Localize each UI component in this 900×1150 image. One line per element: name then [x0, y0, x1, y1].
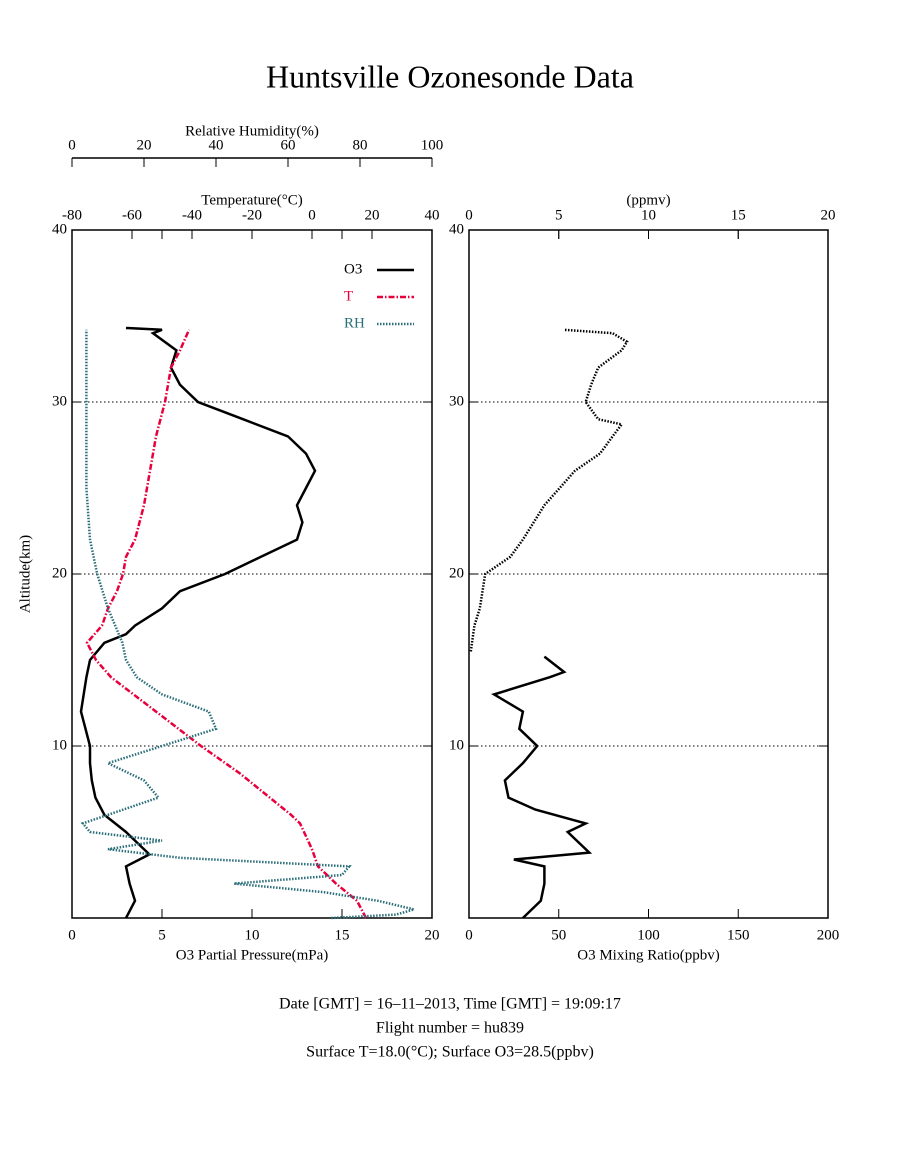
x-tick-label: 20 — [137, 137, 152, 153]
y-tick-label: 10 — [52, 737, 67, 753]
x-tick-label: 15 — [731, 207, 746, 223]
y-tick-label: 40 — [449, 221, 464, 237]
y-tick-label: 30 — [52, 393, 67, 409]
x-tick-label: 0 — [68, 137, 76, 153]
series-line — [80, 329, 419, 920]
legend-label: O3 — [344, 261, 362, 277]
series-line — [491, 655, 593, 919]
title: Huntsville Ozonesonde Data — [266, 58, 634, 94]
footer-line: Flight number = hu839 — [376, 1020, 524, 1037]
series-line — [85, 329, 368, 919]
x-tick-label: 20 — [425, 927, 440, 943]
x-tick-label: 60 — [281, 137, 296, 153]
x-tick-label: 50 — [551, 927, 566, 943]
x-tick-label: 0 — [68, 927, 76, 943]
x-tick-label: -20 — [242, 207, 262, 223]
y-tick-label: 20 — [449, 565, 464, 581]
footer-line: Surface T=18.0(°C); Surface O3=28.5(ppbv… — [306, 1044, 594, 1061]
x-tick-label: 20 — [365, 207, 380, 223]
y-tick-label: 40 — [52, 221, 67, 237]
x-tick-label: -60 — [122, 207, 142, 223]
x-tick-label: 5 — [555, 207, 563, 223]
x-tick-label: 15 — [335, 927, 350, 943]
x-tick-label: 100 — [421, 137, 444, 153]
legend-label: RH — [344, 315, 365, 331]
x-tick-label: 80 — [353, 137, 368, 153]
footer-line: Date [GMT] = 16–11–2013, Time [GMT] = 19… — [279, 996, 621, 1013]
y-tick-label: 10 — [449, 737, 464, 753]
legend-label: T — [344, 288, 353, 304]
x-axis-label: O3 Mixing Ratio(ppbv) — [577, 947, 720, 963]
x-tick-label: 0 — [465, 927, 473, 943]
x-tick-label: 0 — [465, 207, 473, 223]
x-tick-label: 10 — [245, 927, 260, 943]
x-tick-label: 20 — [821, 207, 836, 223]
y-tick-label: 20 — [52, 565, 67, 581]
x-tick-label: 100 — [637, 927, 660, 943]
x-tick-label: 10 — [641, 207, 656, 223]
x-axis-label: Temperature(°C) — [201, 192, 303, 208]
x-tick-label: 40 — [425, 207, 440, 223]
y-tick-label: 30 — [449, 393, 464, 409]
series-line — [79, 326, 317, 919]
x-axis-label: (ppmv) — [626, 192, 670, 208]
x-tick-label: -40 — [182, 207, 202, 223]
x-tick-label: -80 — [62, 207, 82, 223]
x-axis-label: O3 Partial Pressure(mPa) — [176, 947, 328, 963]
x-tick-label: 0 — [308, 207, 316, 223]
x-tick-label: 40 — [209, 137, 224, 153]
x-tick-label: 5 — [158, 927, 166, 943]
x-tick-label: 150 — [727, 927, 750, 943]
x-axis-label: Relative Humidity(%) — [185, 123, 319, 139]
y-axis-label: Altitude(km) — [17, 535, 33, 613]
series-line — [469, 328, 629, 652]
x-tick-label: 200 — [817, 927, 840, 943]
